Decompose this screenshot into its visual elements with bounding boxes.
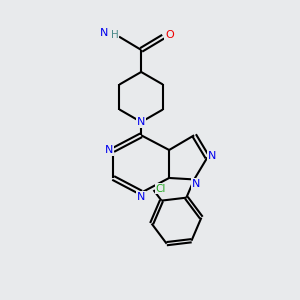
Text: N: N [191,179,200,189]
Text: N: N [137,191,146,202]
Text: H: H [111,30,119,40]
Text: O: O [165,30,174,40]
Text: N: N [105,145,114,155]
Text: N: N [137,117,146,127]
Text: N: N [208,151,217,161]
Text: Cl: Cl [156,184,166,194]
Text: N: N [100,28,108,38]
